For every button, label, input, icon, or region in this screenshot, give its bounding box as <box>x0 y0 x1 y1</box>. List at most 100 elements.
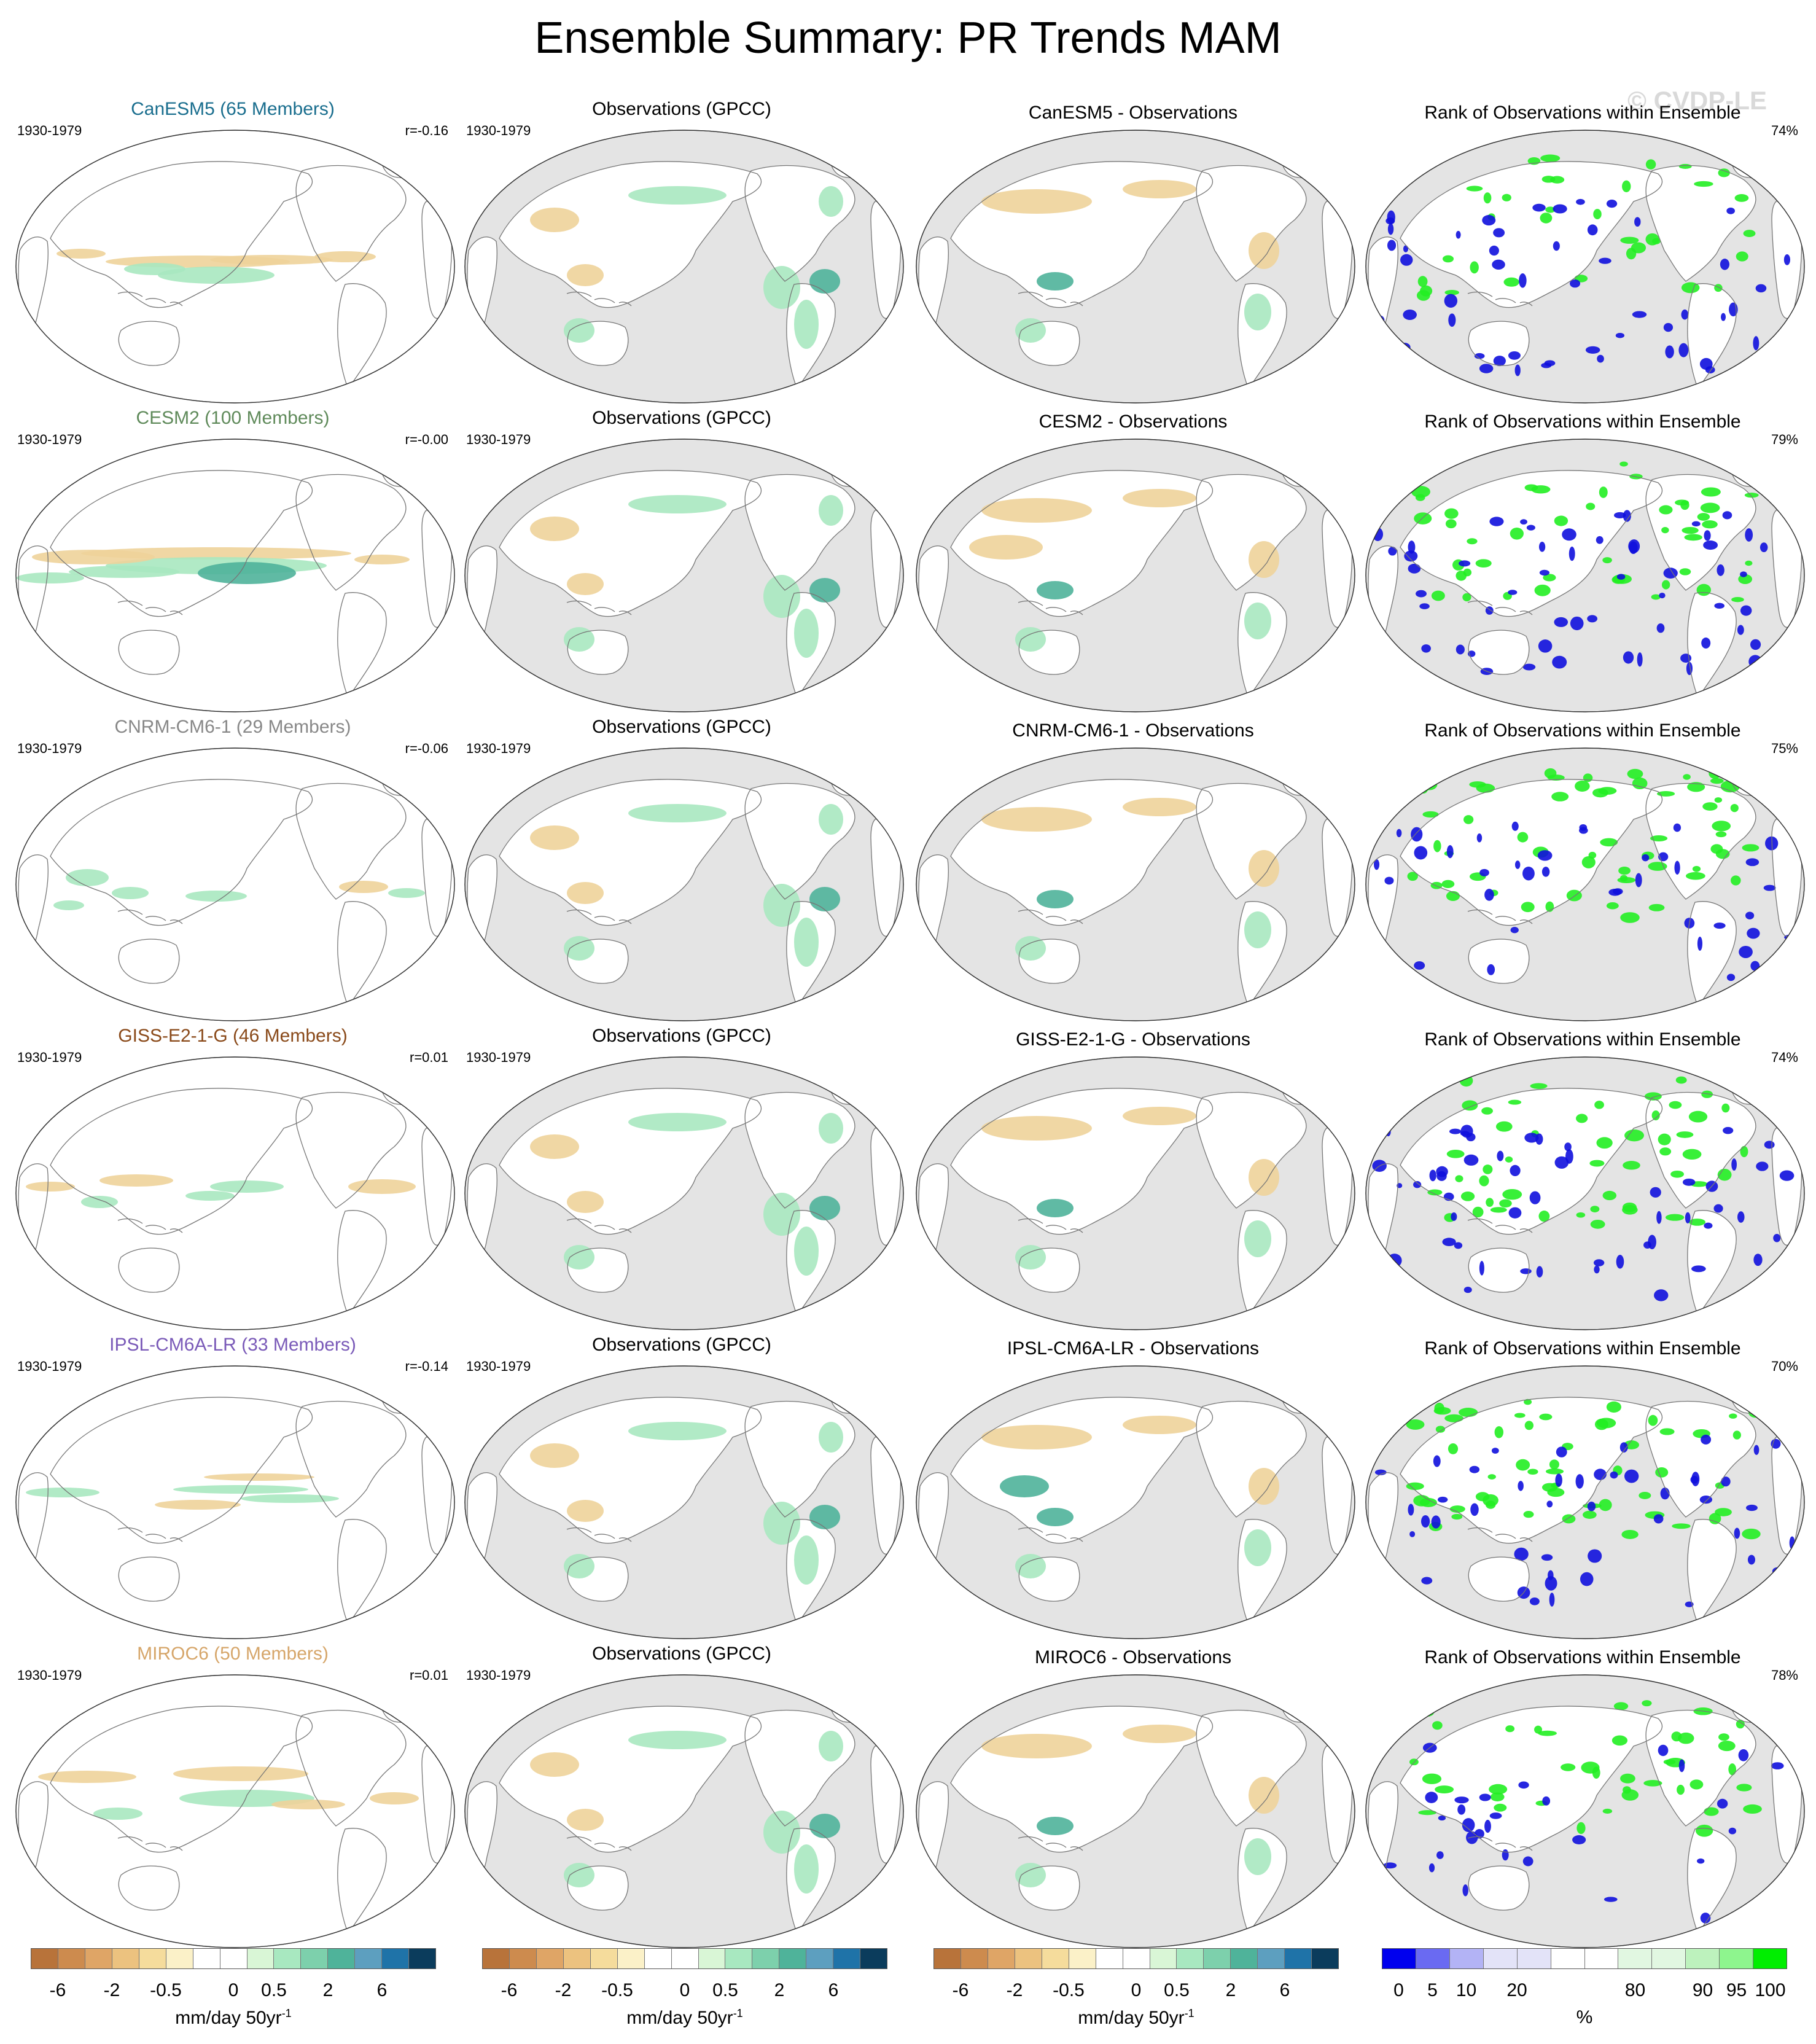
colorbar-swatch <box>1042 1949 1069 1968</box>
field-patch <box>1538 1211 1550 1222</box>
coastline-northAmerica <box>1645 1400 1756 1518</box>
field-patch <box>1713 923 1726 929</box>
year-range: 1930-1979 <box>17 123 82 138</box>
field-patch <box>1514 1413 1526 1418</box>
colorbar-units-label: % <box>1382 2007 1787 2028</box>
coastline-northAmerica <box>744 474 855 591</box>
field-patch <box>1600 838 1618 847</box>
land-southAmerica <box>1687 1210 1737 1316</box>
field-patch <box>1744 493 1759 498</box>
field-patch <box>1551 792 1569 802</box>
field-patch <box>1463 1287 1472 1293</box>
land-northAmerica <box>1646 783 1756 899</box>
rank-panel-title: Rank of Observations within Ensemble <box>1424 1029 1741 1050</box>
field-patch <box>1015 1554 1046 1578</box>
map-area <box>462 1672 906 1950</box>
field-patch <box>1408 1504 1414 1516</box>
rank-panel-title: Rank of Observations within Ensemble <box>1424 1338 1741 1359</box>
map-area <box>14 1672 457 1950</box>
field-patch <box>1419 151 1428 158</box>
field-patch <box>1620 1773 1635 1784</box>
field-patch <box>1562 1514 1576 1524</box>
field-patch <box>1037 1817 1074 1835</box>
trend-colorbar: -6 -2 -0.5 0 0.5 2 6 mm/day 50yr-1 <box>482 1948 887 2040</box>
colorbar-swatch <box>1618 1949 1653 1968</box>
field-patch <box>1606 902 1619 910</box>
field-patch <box>1499 1199 1512 1208</box>
field-patch <box>1623 651 1634 664</box>
field-patch <box>1433 1406 1451 1415</box>
colorbar-swatch <box>355 1949 383 1968</box>
field-patch <box>1700 502 1720 513</box>
colorbar-units-text: mm/day 50yr <box>626 2008 733 2028</box>
coastline-northAmerica <box>744 782 855 900</box>
field-patch <box>1467 538 1478 545</box>
land-australia <box>1468 1866 1529 1911</box>
field-patch <box>1661 580 1670 590</box>
field-patch <box>66 869 109 886</box>
coastline-indonesia <box>566 1527 632 1542</box>
field-patch <box>1518 1781 1529 1789</box>
field-patch <box>1704 1222 1713 1229</box>
field-patch <box>1737 1211 1745 1223</box>
field-patch <box>1422 1773 1442 1784</box>
field-patch <box>1599 486 1608 498</box>
field-patch <box>1656 623 1665 633</box>
coastline-asia <box>1400 1397 1663 1544</box>
coastline-indonesia <box>117 600 183 615</box>
coastline-asia <box>50 1706 313 1853</box>
field-patch <box>1540 213 1553 224</box>
field-patch <box>1561 1763 1576 1771</box>
field-patch <box>1448 313 1456 327</box>
colorbar-swatch <box>166 1949 193 1968</box>
land-europeAfricaE <box>871 201 901 319</box>
field-patch <box>981 189 1092 214</box>
field-patch <box>1541 1554 1553 1561</box>
field-patch <box>1743 784 1752 790</box>
field-patch <box>1554 1156 1569 1169</box>
coastline-asia <box>1400 470 1663 617</box>
coastline-indonesia <box>1467 1527 1533 1542</box>
field-patch <box>1508 590 1518 595</box>
field-patch <box>1505 1725 1515 1733</box>
field-patch <box>1658 1744 1669 1757</box>
field-patch <box>1416 1709 1434 1717</box>
field-patch <box>1596 536 1604 544</box>
field-patch <box>1678 1759 1685 1773</box>
field-patch <box>1726 207 1735 214</box>
field-patch <box>1389 670 1401 679</box>
field-patch <box>1406 1419 1425 1430</box>
coastline-indonesia <box>1018 291 1083 306</box>
coastline-indonesia <box>1018 1836 1083 1851</box>
obs-trend-map <box>464 747 904 1021</box>
coastline-greenland <box>380 766 426 796</box>
field-patch <box>794 609 819 658</box>
colorbar-tick-label: 6 <box>376 1980 388 2000</box>
coastline-northAmerica <box>744 165 855 282</box>
field-patch <box>241 1494 339 1503</box>
field-patch <box>1403 245 1409 252</box>
model-panel-title: CanESM5 (65 Members) <box>131 99 335 119</box>
coastline-australia <box>567 938 629 984</box>
coastline-indonesia <box>566 600 632 615</box>
colorbar-swatch <box>1258 1949 1285 1968</box>
field-patch <box>1545 1576 1557 1591</box>
coastline-australia <box>1468 1556 1530 1602</box>
field-patch <box>819 804 843 835</box>
field-patch <box>1490 1792 1505 1801</box>
field-patch <box>1702 520 1718 529</box>
coastline-indonesia <box>566 291 632 306</box>
colorbar-tick-label: -6 <box>49 1980 66 2000</box>
map-area <box>14 1363 457 1641</box>
coastline-indonesia <box>1467 600 1533 615</box>
field-patch <box>1594 1101 1604 1109</box>
field-patch <box>794 918 819 967</box>
coastline-asia <box>1400 161 1663 308</box>
field-patch <box>1635 873 1642 887</box>
panel-obs-cesm2: Observations (GPCC) 1930-1979 <box>458 407 906 714</box>
field-patch <box>1487 1474 1496 1480</box>
field-patch <box>1621 1529 1639 1539</box>
rank-panel-title: Rank of Observations within Ensemble <box>1424 412 1741 432</box>
globe-border <box>15 1674 455 1948</box>
colorbar-tick-label: 20 <box>1506 1980 1527 2000</box>
